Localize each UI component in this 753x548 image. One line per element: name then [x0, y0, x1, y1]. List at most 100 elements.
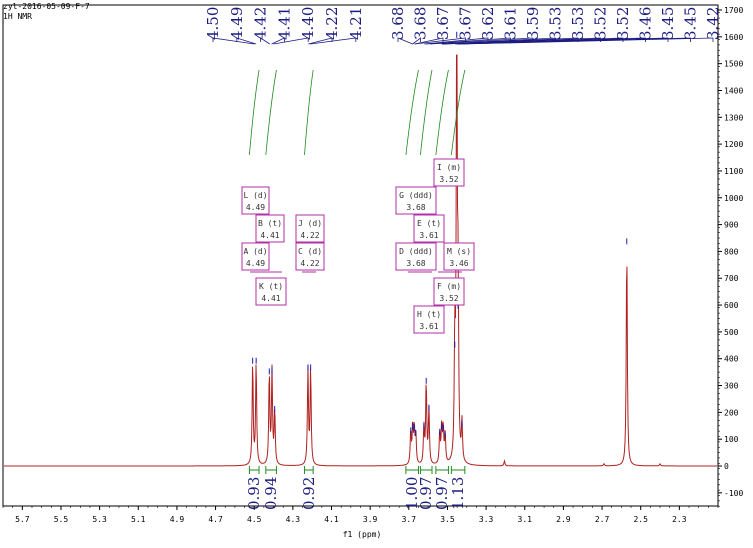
x-tick-label: 3.7 [402, 515, 417, 524]
y-tick-label: -100 [724, 489, 743, 498]
peak-label: 3.42 [704, 7, 722, 40]
multiplet-box [241, 186, 270, 215]
peak-label: 3.67 [434, 7, 452, 40]
peak-label-leader [412, 37, 421, 45]
experiment-name: 1H NMR [3, 12, 32, 21]
integral-value: 1.00 [403, 477, 421, 510]
peak-label-leader [212, 37, 255, 45]
x-tick-label: 4.1 [324, 515, 339, 524]
peak-label: 3.68 [412, 7, 430, 40]
x-tick-label: 4.5 [247, 515, 262, 524]
sample-name: zyl-2016-05-09-F-7 [3, 2, 90, 11]
y-tick-label: 200 [724, 408, 739, 417]
x-tick-label: 4.7 [208, 515, 223, 524]
multiplet-shift: 3.52 [439, 175, 458, 184]
multiplet-box [255, 277, 287, 306]
y-tick-label: 300 [724, 382, 739, 391]
peak-label: 3.59 [524, 7, 542, 40]
peak-label-leader [397, 37, 413, 45]
multiplet-label: H (t) [417, 310, 441, 319]
y-tick-label: 500 [724, 328, 739, 337]
peak-label: 4.41 [275, 7, 293, 40]
x-tick-label: 5.7 [15, 515, 30, 524]
multiplet-shift: 3.52 [439, 294, 458, 303]
peak-label-leader [443, 37, 624, 45]
integral-curve [304, 69, 314, 156]
y-tick-label: 1600 [724, 33, 743, 42]
multiplet-label: F (m) [437, 282, 461, 291]
multiplet-box [255, 214, 285, 243]
y-tick-label: 900 [724, 221, 739, 230]
multiplet-shift: 3.68 [406, 259, 425, 268]
y-tick-label: 800 [724, 247, 739, 256]
x-tick-label: 3.3 [479, 515, 494, 524]
peak-label-leader [310, 37, 357, 45]
peak-label: 4.22 [323, 7, 341, 40]
multiplet-label: I (m) [437, 163, 461, 172]
peak-label-leader [308, 37, 333, 45]
peak-label-leader [273, 37, 309, 45]
x-tick-label: 2.9 [556, 515, 571, 524]
multiplet-box [295, 214, 325, 243]
peak-label-leader [260, 37, 270, 45]
x-tick-label: 5.3 [92, 515, 107, 524]
multiplet-shift: 3.61 [419, 322, 438, 331]
multiplet-box [433, 158, 465, 187]
integral-curve [420, 69, 433, 156]
y-tick-label: 1100 [724, 167, 743, 176]
peak-label: 3.46 [637, 7, 655, 40]
integral-curve [265, 69, 277, 156]
multiplet-box [433, 277, 465, 306]
peak-label: 4.21 [347, 7, 365, 40]
spectrum-trace [4, 54, 717, 467]
peak-label: 3.53 [569, 7, 587, 40]
multiplet-shift: 3.61 [419, 231, 438, 240]
multiplet-label: J (d) [298, 219, 322, 228]
multiplet-box [295, 242, 325, 271]
multiplet-box [395, 242, 437, 271]
peak-label: 3.52 [614, 7, 632, 40]
multiplet-label: E (t) [417, 219, 441, 228]
multiplet-label: M (s) [447, 247, 471, 256]
integral-value: 0.93 [245, 477, 263, 510]
multiplet-shift: 4.49 [246, 259, 265, 268]
integral-curve [405, 69, 419, 156]
peak-label: 4.40 [299, 7, 317, 40]
multiplet-shift: 3.46 [449, 259, 468, 268]
multiplet-box [443, 242, 475, 271]
multiplet-label: C (d) [298, 247, 322, 256]
y-tick-label: 1400 [724, 86, 743, 95]
y-tick-label: 700 [724, 274, 739, 283]
multiplet-label: K (t) [259, 282, 283, 291]
x-tick-label: 4.9 [170, 515, 185, 524]
peak-label-leader [236, 37, 257, 45]
multiplet-label: B (t) [258, 219, 282, 228]
multiplet-label: G (ddd) [399, 191, 433, 200]
peak-label: 3.68 [389, 7, 407, 40]
peak-label-leader [462, 37, 714, 45]
integral-value: 0.97 [417, 477, 435, 510]
multiplet-shift: 4.22 [300, 231, 319, 240]
peak-label: 4.42 [252, 7, 270, 40]
y-tick-label: 1200 [724, 140, 743, 149]
peak-label-leader [271, 37, 285, 45]
peak-label: 4.49 [228, 7, 246, 40]
peak-label: 3.62 [479, 7, 497, 40]
x-tick-label: 3.9 [363, 515, 378, 524]
integral-value: 0.94 [262, 477, 280, 510]
multiplet-box [241, 242, 270, 271]
y-tick-label: 1700 [724, 6, 743, 15]
peak-label: 3.45 [682, 7, 700, 40]
integral-value: 0.92 [300, 477, 318, 510]
integral-curve [248, 69, 260, 156]
multiplet-box [395, 186, 437, 215]
integral-value: 0.97 [433, 477, 451, 510]
x-axis-label: f1 (ppm) [343, 530, 382, 539]
y-tick-label: 1300 [724, 113, 743, 122]
y-tick-label: 1000 [724, 194, 743, 203]
y-tick-label: 1500 [724, 60, 743, 69]
x-tick-label: 2.5 [633, 515, 648, 524]
multiplet-shift: 4.22 [300, 259, 319, 268]
x-tick-label: 2.7 [595, 515, 610, 524]
